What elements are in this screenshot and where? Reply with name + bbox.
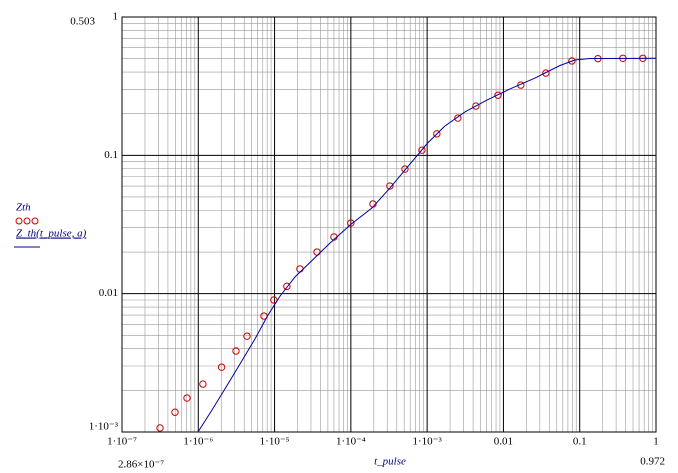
data-point xyxy=(171,408,179,416)
x-right-marker: 0.972 xyxy=(640,456,665,468)
legend-label: Zth xyxy=(16,202,31,214)
data-point xyxy=(217,363,226,371)
x-tick-label: 1·10⁻⁵ xyxy=(260,436,290,448)
data-point xyxy=(542,69,550,77)
y-tick-label: 0.1 xyxy=(104,149,118,161)
data-point xyxy=(568,57,576,65)
data-point xyxy=(243,332,251,340)
data-point xyxy=(494,91,502,99)
data-point xyxy=(156,424,164,432)
data-point xyxy=(386,182,394,190)
x-axis-label: t_pulse xyxy=(374,456,406,468)
legend-symbol xyxy=(23,217,31,225)
data-point xyxy=(454,114,462,122)
x-tick-label: 1·10⁻⁷ xyxy=(107,436,137,448)
y-tick-label: 1·10⁻³ xyxy=(89,421,119,433)
x-tick-label: 1·10⁻⁴ xyxy=(336,436,366,448)
legend-symbol xyxy=(15,217,23,225)
x-left-marker: 2.86×10⁻⁷ xyxy=(118,459,164,471)
data-point xyxy=(232,347,240,355)
y-tick-label: 0.01 xyxy=(99,287,118,299)
x-tick-label: 1·10⁻⁶ xyxy=(183,436,213,448)
data-point xyxy=(183,394,191,402)
data-point xyxy=(199,380,207,388)
data-point xyxy=(433,130,441,138)
legend-symbol xyxy=(31,217,39,225)
data-line xyxy=(197,57,656,432)
x-tick-label: 1 xyxy=(653,436,659,448)
legend-label: Z_th(t_pulse, a) xyxy=(16,228,87,240)
y-top-marker: 0.503 xyxy=(70,16,95,28)
data-point xyxy=(401,165,409,173)
data-point xyxy=(472,102,480,110)
y-tick-label: 1 xyxy=(113,11,119,23)
data-point xyxy=(347,219,355,227)
plot-frame xyxy=(121,16,657,433)
data-point xyxy=(283,282,291,291)
x-tick-label: 1·10⁻³ xyxy=(413,436,443,448)
data-point xyxy=(418,146,426,154)
x-tick-label: 0.1 xyxy=(573,436,587,448)
x-tick-label: 0.01 xyxy=(494,436,513,448)
